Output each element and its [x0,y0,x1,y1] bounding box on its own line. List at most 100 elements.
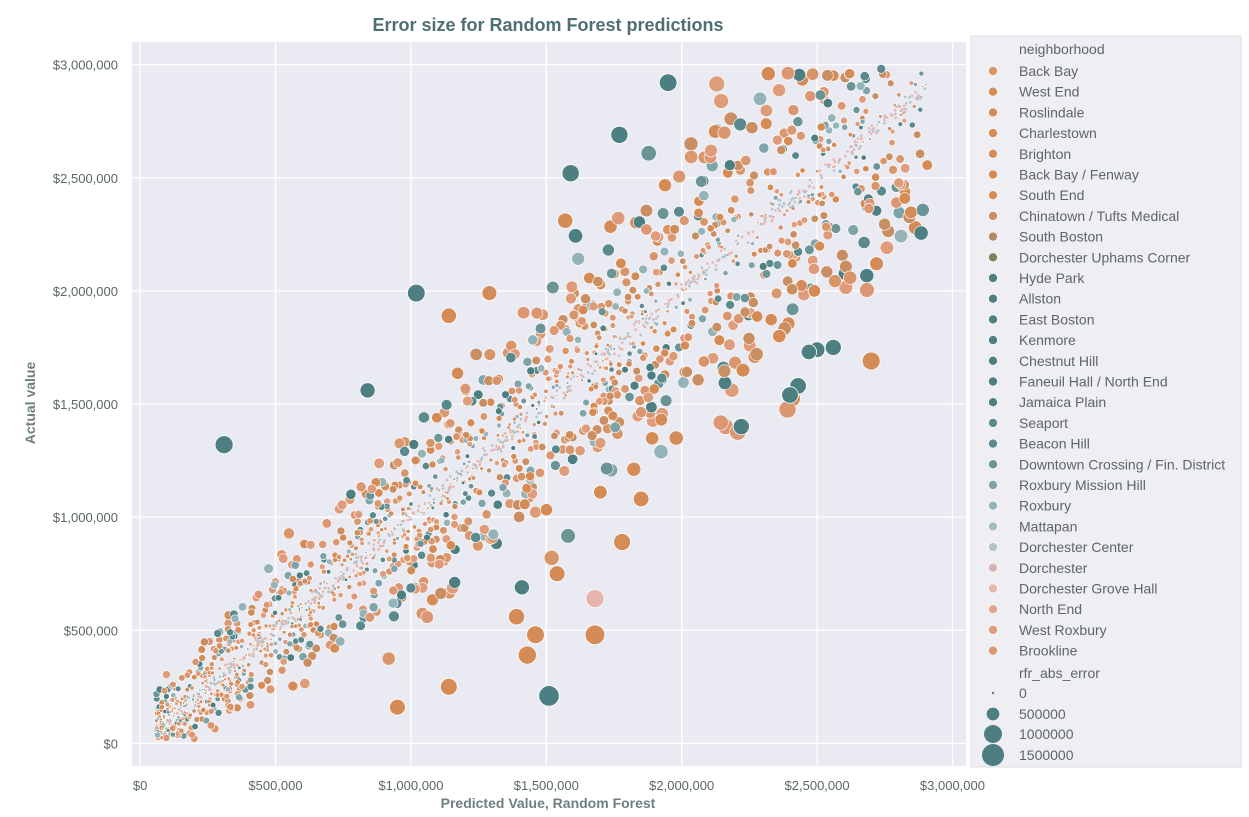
scatter-point [532,391,538,398]
scatter-point [165,718,169,722]
scatter-point [739,306,751,318]
scatter-point [670,298,673,301]
scatter-point [607,352,610,355]
scatter-point [251,632,257,638]
scatter-point [521,483,533,494]
scatter-point [659,263,668,272]
grid-lines [132,42,966,766]
scatter-point [787,104,800,116]
scatter-point [329,642,340,654]
scatter-point [561,346,570,355]
scatter-point [782,212,787,217]
scatter-point [554,383,560,388]
scatter-point [642,391,654,403]
scatter-point [244,653,248,657]
scatter-point [179,706,183,710]
scatter-point [516,438,522,445]
scatter-point [683,308,691,315]
scatter-point [346,539,354,547]
scatter-point [224,663,227,667]
scatter-point [247,621,255,628]
scatter-point [687,319,697,328]
scatter-point [840,116,848,125]
scatter-point [213,629,223,638]
scatter-point [546,280,560,295]
scatter-point [445,478,449,482]
scatter-point [621,277,632,288]
scatter-point [804,244,815,255]
scatter-point [379,570,387,578]
scatter-point [808,184,812,188]
scatter-point [562,396,566,400]
scatter-point [832,158,835,161]
y-tick-label: $0 [104,736,118,751]
scatter-point [251,644,255,648]
scatter-point [661,320,668,327]
scatter-point [854,143,858,146]
scatter-point [640,145,657,162]
scatter-point [878,217,891,231]
scatter-point [886,79,895,88]
scatter-point [364,556,368,559]
scatter-point [525,415,529,419]
scatter-point [588,407,598,417]
scatter-point [318,540,328,549]
scatter-point [532,422,537,427]
scatter-point [434,587,448,600]
scatter-point [417,449,427,459]
scatter-point [543,550,560,566]
scatter-point [789,206,792,209]
scatter-point [636,348,644,355]
scatter-point [307,651,317,661]
scatter-point [847,224,859,236]
scatter-point [252,652,255,655]
scatter-point [747,261,756,269]
scatter-point [502,444,505,448]
scatter-point [467,476,472,482]
scatter-point [594,360,597,364]
scatter-point [226,702,235,711]
scatter-point [607,410,618,422]
scatter-point [263,601,271,609]
scatter-point [780,205,784,209]
scatter-point [492,499,503,510]
scatter-point [433,558,445,570]
scatter-point [828,274,842,288]
scatter-point [566,385,570,389]
scatter-point [442,466,449,472]
scatter-point [872,162,881,171]
scatter-point [460,480,466,486]
scatter-point [568,384,572,388]
scatter-point [281,630,287,635]
scatter-point [608,366,615,373]
scatter-point [466,418,476,428]
scatter-point [483,453,486,457]
scatter-point [766,242,774,250]
scatter-point [566,381,570,385]
scatter-point [292,617,296,620]
scatter-point [218,675,222,678]
scatter-point [659,394,673,407]
scatter-point-outlier [843,68,856,80]
scatter-point [595,334,603,341]
scatter-point [789,191,792,195]
legend-item-label: Dorchester [1019,560,1088,576]
scatter-point [551,396,555,400]
scatter-point [734,260,741,267]
scatter-point [366,483,377,494]
scatter-point [198,654,206,662]
scatter-point [913,82,918,87]
scatter-point [169,724,177,733]
scatter-point [827,165,830,169]
scatter-point-outlier [862,164,870,173]
scatter-point-outlier [407,283,426,303]
scatter-point [877,129,880,132]
legend-marker [988,625,998,635]
legend-item-label: Roslindale [1019,104,1085,120]
scatter-point [238,683,246,691]
scatter-point [193,716,200,723]
scatter-point [883,114,886,118]
scatter-point [192,695,196,698]
scatter-point [639,354,648,362]
scatter-point [470,474,474,478]
